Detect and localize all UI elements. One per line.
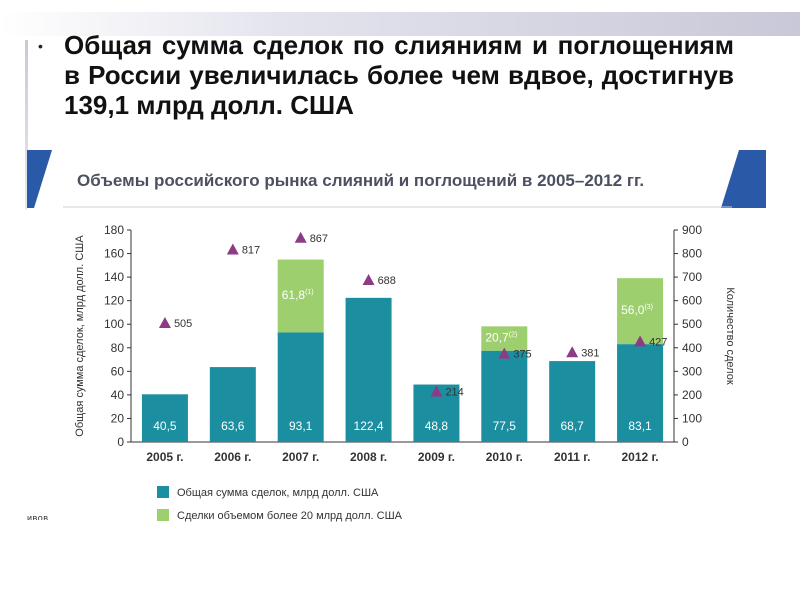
bullet-text: Общая сумма сделок по слияниям и поглоще…	[64, 30, 734, 120]
deal-count-marker	[498, 347, 511, 359]
x-tick-label: 2006 г.	[214, 450, 251, 464]
x-tick-label: 2008 г.	[350, 450, 387, 464]
bar-primary-label: 40,5	[153, 419, 177, 433]
deal-count-marker	[362, 273, 375, 285]
bar-primary	[345, 297, 392, 442]
deal-count-marker	[294, 231, 307, 243]
x-tick-label: 2009 г.	[418, 450, 455, 464]
bar-primary	[481, 350, 528, 442]
bar-primary-label: 83,1	[628, 419, 652, 433]
bar-primary-label: 77,5	[493, 419, 517, 433]
chart-title: Объемы российского рынка слияний и погло…	[77, 171, 645, 190]
deal-count-marker	[566, 346, 579, 358]
legend-label-primary: Общая сумма сделок, млрд долл. США	[177, 487, 379, 499]
right-tick-label: 0	[682, 435, 689, 449]
deal-count-marker	[430, 385, 443, 397]
bar-primary	[617, 344, 664, 442]
deal-count-label: 505	[174, 318, 192, 330]
right-tick-label: 600	[682, 294, 702, 308]
right-tick-label: 900	[682, 223, 702, 237]
deal-count-label: 375	[513, 349, 531, 361]
bar-secondary	[481, 326, 528, 351]
deal-count-label: 867	[310, 233, 328, 245]
bar-primary-label: 122,4	[354, 419, 384, 433]
x-tick-label: 2012 г.	[621, 450, 658, 464]
title-ribbon	[27, 150, 766, 208]
bar-primary-label: 48,8	[425, 419, 449, 433]
bar-primary-label: 63,6	[221, 419, 245, 433]
deal-count-marker	[226, 243, 239, 255]
left-tick-label: 80	[111, 341, 125, 355]
deal-count-label: 427	[649, 336, 667, 348]
left-tick-label: 40	[111, 388, 125, 402]
bar-primary-label: 68,7	[561, 419, 585, 433]
deal-count-marker	[158, 317, 171, 329]
right-tick-label: 300	[682, 364, 702, 378]
left-tick-label: 120	[104, 294, 124, 308]
x-tick-label: 2005 г.	[146, 450, 183, 464]
right-tick-label: 700	[682, 270, 702, 284]
x-tick-label: 2007 г.	[282, 450, 319, 464]
chart-figure: Объемы российского рынка слияний и погло…	[27, 150, 766, 530]
left-tick-label: 180	[104, 223, 124, 237]
legend-label-secondary: Сделки объемом более 20 млрд долл. США	[177, 510, 403, 522]
legend-swatch-secondary	[157, 509, 169, 521]
right-tick-label: 400	[682, 341, 702, 355]
x-tick-label: 2010 г.	[486, 450, 523, 464]
bar-secondary	[277, 259, 324, 333]
bar-primary	[141, 394, 188, 442]
deal-count-marker	[634, 335, 647, 347]
left-accent-bar	[25, 40, 28, 210]
header-gradient-bar	[0, 12, 800, 36]
right-tick-label: 500	[682, 317, 702, 331]
chart-plot: 0 20 40 60 80 100 120 140 160 180 0 100 200 300 400 500…	[74, 223, 736, 522]
right-tick-label: 200	[682, 388, 702, 402]
x-tick-label: 2011 г.	[554, 450, 591, 464]
right-tick-label: 800	[682, 247, 702, 261]
left-tick-label: 20	[111, 411, 125, 425]
bar-primary	[277, 332, 324, 442]
right-axis-title: Количество сделок	[724, 287, 736, 384]
left-tick-label: 140	[104, 270, 124, 284]
left-tick-label: 100	[104, 317, 124, 331]
deal-count-label: 381	[581, 347, 599, 359]
deal-count-label: 214	[445, 387, 463, 399]
bullet-icon: •	[38, 38, 43, 54]
bar-primary	[209, 367, 256, 442]
deal-count-label: 688	[378, 275, 396, 287]
bar-secondary	[617, 278, 664, 345]
cutoff-text: ивов	[27, 514, 49, 520]
left-tick-label: 60	[111, 364, 125, 378]
right-tick-label: 100	[682, 411, 702, 425]
legend-swatch-primary	[157, 486, 169, 498]
bar-primary	[549, 361, 596, 442]
left-axis-title: Общая сумма сделок, млрд долл. США	[74, 235, 86, 437]
left-tick-label: 160	[104, 247, 124, 261]
left-tick-label: 0	[117, 435, 124, 449]
deal-count-label: 817	[242, 245, 260, 257]
bar-primary-label: 93,1	[289, 419, 313, 433]
